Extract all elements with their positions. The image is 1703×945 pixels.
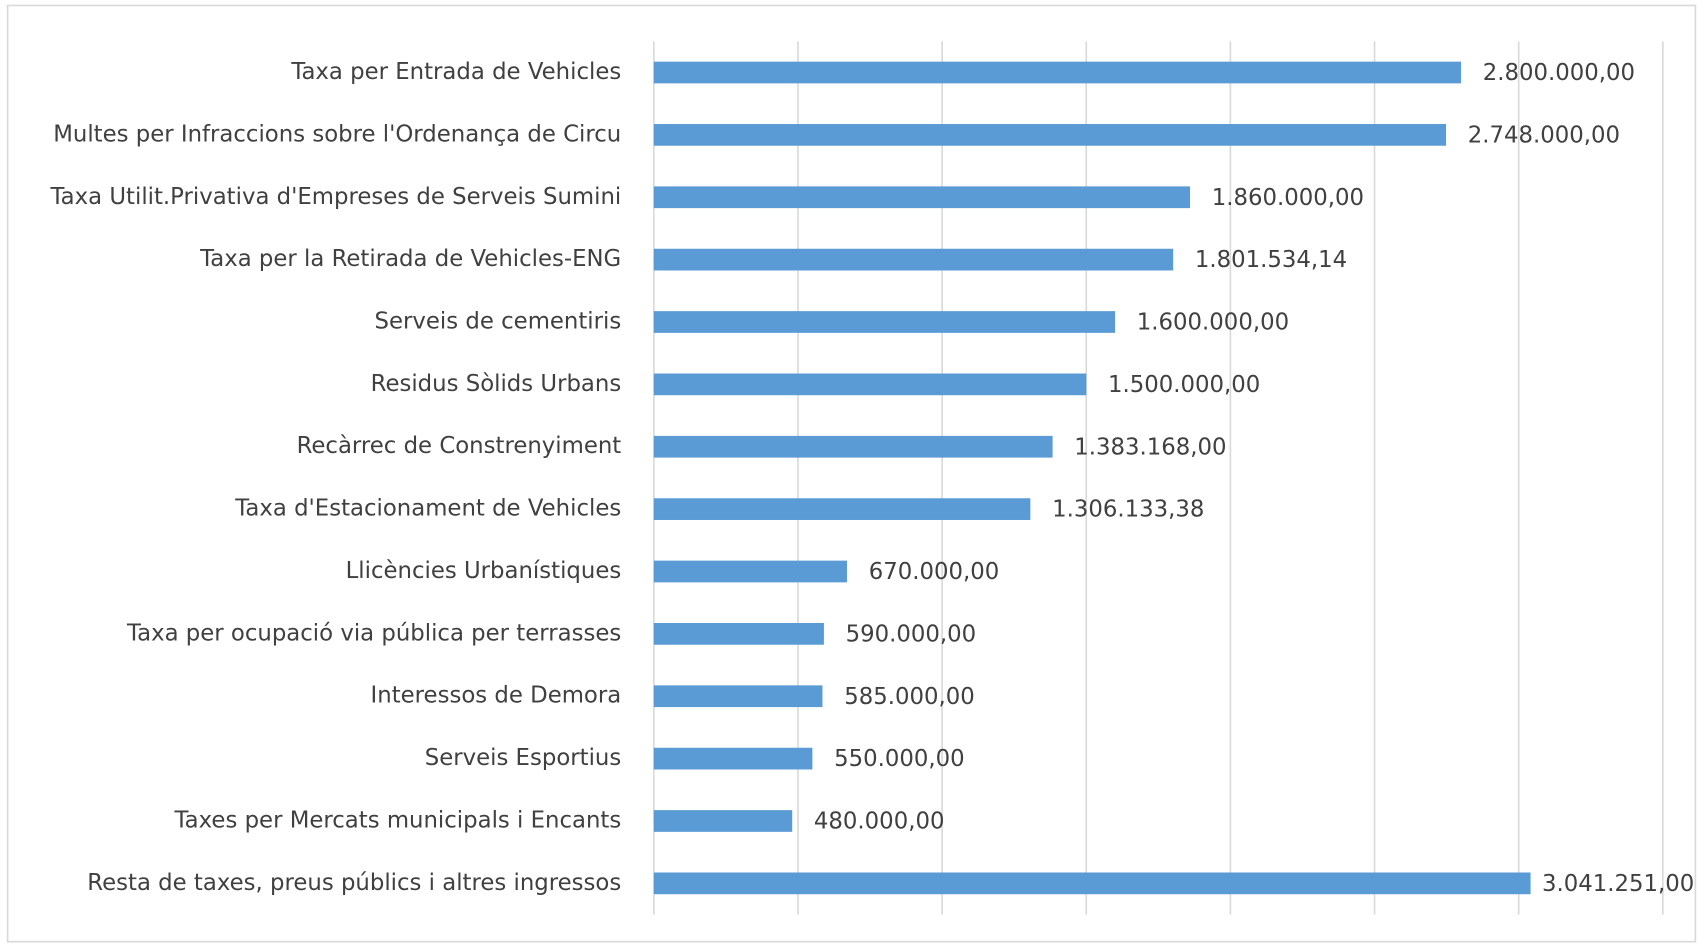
value-label: 1.860.000,00 — [1212, 185, 1364, 211]
y-tick-label: Serveis Esportius — [425, 745, 622, 771]
bar — [653, 373, 1087, 396]
y-tick-label: Interessos de Demora — [371, 683, 622, 709]
y-tick-label: Recàrrec de Constrenyiment — [297, 433, 622, 459]
value-label: 670.000,00 — [869, 559, 1000, 585]
bar — [653, 872, 1531, 895]
y-tick-label: Taxa d'Estacionament de Vehicles — [234, 496, 621, 522]
bar — [653, 124, 1447, 146]
value-label: 2.800.000,00 — [1483, 60, 1635, 86]
y-tick-label: Resta de taxes, preus públics i altres i… — [87, 870, 621, 896]
bar — [653, 61, 1462, 84]
value-label: 480.000,00 — [814, 809, 945, 835]
bar — [653, 498, 1031, 520]
bar — [653, 623, 824, 645]
y-tick-label: Llicències Urbanístiques — [346, 558, 622, 584]
value-label: 550.000,00 — [834, 746, 965, 772]
y-tick-label: Taxes per Mercats municipals i Encants — [174, 807, 622, 833]
value-label: 1.500.000,00 — [1108, 372, 1260, 398]
y-tick-label: Residus Sòlids Urbans — [371, 371, 622, 397]
value-label: 3.041.251,00 — [1542, 871, 1694, 897]
bar — [653, 685, 823, 708]
y-tick-label: Serveis de cementiris — [375, 308, 622, 334]
bar — [653, 248, 1174, 271]
bar — [653, 810, 793, 832]
value-label: 2.748.000,00 — [1468, 122, 1620, 148]
value-label: 1.801.534,14 — [1195, 247, 1347, 273]
value-label: 590.000,00 — [846, 621, 977, 647]
y-tick-label: Taxa per Entrada de Vehicles — [290, 59, 621, 85]
bar — [653, 435, 1053, 458]
value-label: 1.306.133,38 — [1052, 497, 1204, 523]
bar — [653, 311, 1116, 333]
bar — [653, 560, 847, 583]
bar — [653, 186, 1191, 209]
value-label: 585.000,00 — [844, 684, 975, 710]
y-tick-label: Taxa per ocupació via pública per terras… — [126, 620, 621, 646]
y-tick-label: Multes per Infraccions sobre l'Ordenança… — [53, 121, 621, 147]
value-label: 1.600.000,00 — [1137, 310, 1289, 336]
y-tick-label: Taxa per la Retirada de Vehicles-ENG — [199, 246, 621, 272]
bar — [653, 747, 813, 770]
chart-border — [6, 4, 1697, 943]
value-label: 1.383.168,00 — [1074, 434, 1226, 460]
y-tick-label: Taxa Utilit.Privativa d'Empreses de Serv… — [50, 184, 622, 210]
